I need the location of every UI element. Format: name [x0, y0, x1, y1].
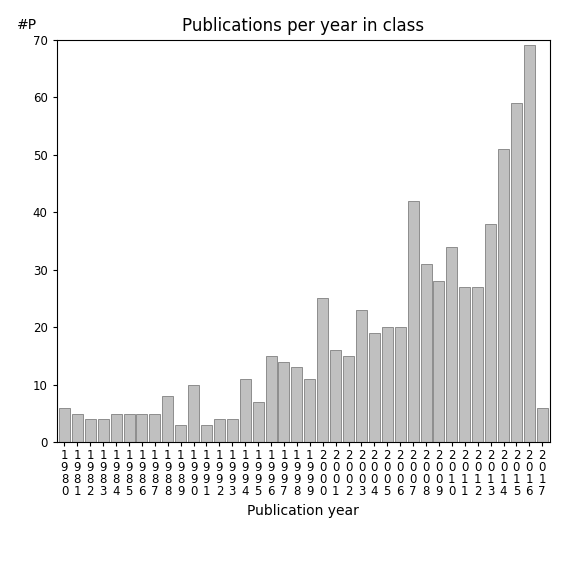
Bar — [111, 413, 121, 442]
Bar — [98, 419, 109, 442]
Bar — [446, 247, 458, 442]
Bar — [291, 367, 302, 442]
Bar — [369, 333, 380, 442]
Bar — [317, 298, 328, 442]
Bar — [382, 327, 393, 442]
Bar — [408, 201, 418, 442]
Bar — [85, 419, 96, 442]
Bar — [304, 379, 315, 442]
Bar — [498, 149, 509, 442]
Bar — [265, 356, 277, 442]
Bar — [72, 413, 83, 442]
Bar — [278, 362, 290, 442]
Bar — [188, 385, 199, 442]
Bar — [511, 103, 522, 442]
Text: #P: #P — [17, 18, 37, 32]
Bar — [149, 413, 160, 442]
Bar — [175, 425, 186, 442]
Bar — [330, 350, 341, 442]
Bar — [524, 45, 535, 442]
Bar — [537, 408, 548, 442]
Bar — [459, 287, 470, 442]
X-axis label: Publication year: Publication year — [247, 503, 359, 518]
Bar — [59, 408, 70, 442]
Bar — [433, 281, 445, 442]
Bar — [421, 264, 431, 442]
Bar — [472, 287, 483, 442]
Bar — [240, 379, 251, 442]
Bar — [485, 224, 496, 442]
Bar — [356, 310, 367, 442]
Title: Publications per year in class: Publications per year in class — [182, 18, 425, 35]
Bar — [137, 413, 147, 442]
Bar — [201, 425, 212, 442]
Bar — [343, 356, 354, 442]
Bar — [227, 419, 238, 442]
Bar — [162, 396, 174, 442]
Bar — [214, 419, 225, 442]
Bar — [124, 413, 134, 442]
Bar — [253, 402, 264, 442]
Bar — [395, 327, 405, 442]
